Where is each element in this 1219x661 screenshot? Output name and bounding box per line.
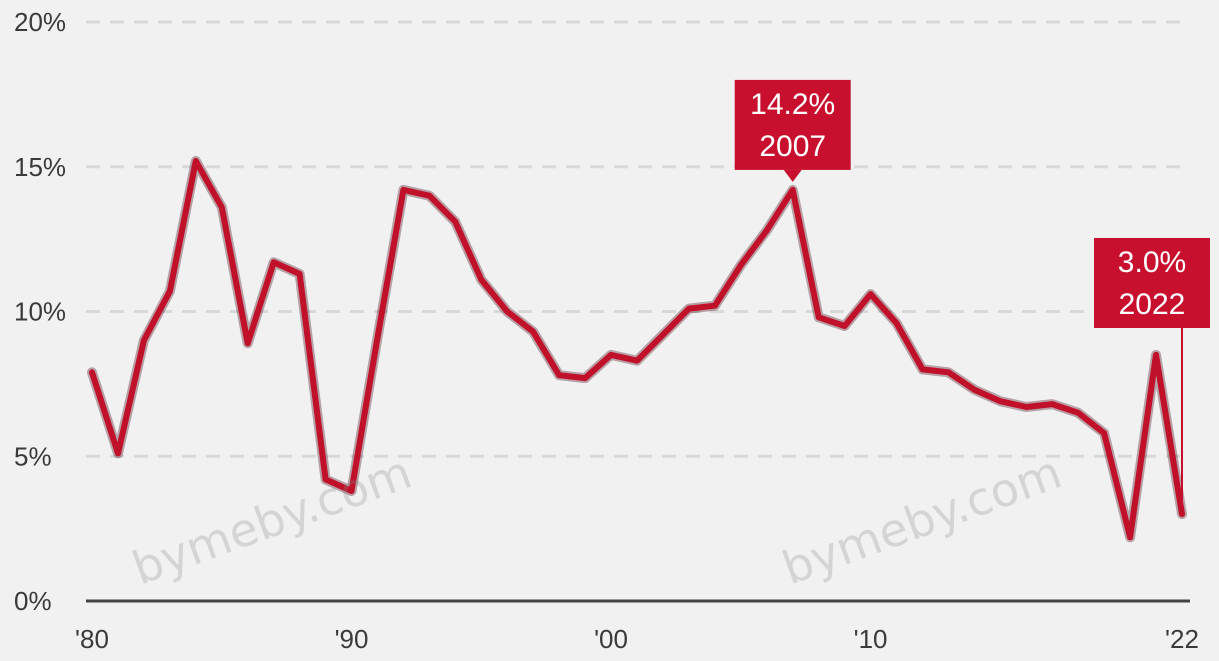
y-tick-label: 15%: [14, 152, 66, 182]
series-group: [87, 156, 1187, 543]
x-tick-label: '22: [1165, 624, 1199, 654]
annotation-year: 2022: [1119, 288, 1186, 321]
annotation-box: [1094, 238, 1210, 328]
annotation-label: 3.0% 2022: [1094, 238, 1210, 509]
x-tick-label: '00: [594, 624, 628, 654]
gridlines: [86, 20, 1190, 458]
annotation-box: [734, 79, 851, 170]
x-tick-label: '80: [75, 624, 109, 654]
x-axis-ticks: '80 '90 '00 '10 '22: [75, 624, 1199, 654]
watermark-text: bymeby.com: [125, 445, 418, 596]
y-tick-label: 20%: [14, 7, 66, 37]
annotation-pointer: [783, 169, 802, 182]
annotation-label: 14.2% 2007: [734, 79, 851, 182]
x-tick-label: '90: [335, 624, 369, 654]
annotations: 14.2% 2007 3.0% 2022: [734, 79, 1210, 509]
y-axis-ticks: 0% 5% 10% 15% 20%: [14, 7, 66, 616]
annotation-year: 2007: [759, 130, 826, 163]
x-tick-label: '10: [854, 624, 888, 654]
series-line: [89, 158, 1185, 541]
watermark-group: bymeby.com bymeby.com: [125, 445, 1068, 596]
y-tick-label: 10%: [14, 297, 66, 327]
annotation-value: 3.0%: [1118, 246, 1186, 279]
y-tick-label: 0%: [14, 586, 52, 616]
annotation-value: 14.2%: [750, 88, 835, 121]
watermark-text: bymeby.com: [775, 445, 1068, 596]
y-tick-label: 5%: [14, 441, 52, 471]
